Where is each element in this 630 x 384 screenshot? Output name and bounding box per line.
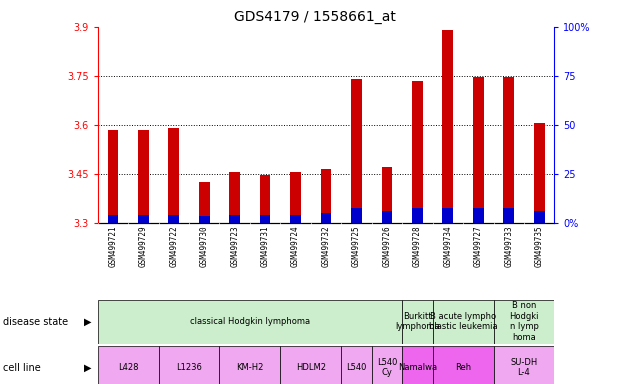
Bar	[98, 346, 159, 384]
Bar	[321, 169, 331, 223]
Text: L1236: L1236	[176, 363, 202, 372]
Bar	[433, 300, 493, 344]
Bar	[229, 172, 240, 223]
Bar	[138, 215, 149, 223]
Bar	[503, 78, 514, 223]
Text: disease state: disease state	[3, 316, 68, 327]
Bar	[412, 208, 423, 223]
Text: GSM499725: GSM499725	[352, 225, 361, 266]
Bar	[159, 346, 219, 384]
Bar	[168, 215, 179, 223]
Text: GSM499734: GSM499734	[444, 225, 452, 266]
Text: KM-H2: KM-H2	[236, 363, 263, 372]
Bar	[402, 300, 433, 344]
Bar	[493, 346, 554, 384]
Text: Burkitt
lymphoma: Burkitt lymphoma	[395, 312, 440, 331]
Bar	[168, 128, 179, 223]
Bar	[402, 346, 433, 384]
Text: GSM499724: GSM499724	[291, 225, 300, 266]
Text: HDLM2: HDLM2	[296, 363, 326, 372]
Bar	[473, 208, 484, 223]
Bar	[260, 175, 270, 223]
Text: GSM499735: GSM499735	[535, 225, 544, 266]
Bar	[321, 213, 331, 223]
Bar	[138, 130, 149, 223]
Bar	[98, 300, 402, 344]
Bar	[473, 78, 484, 223]
Text: GSM499721: GSM499721	[108, 225, 117, 266]
Bar	[199, 216, 210, 223]
Text: GSM499728: GSM499728	[413, 225, 422, 266]
Text: L540
Cy: L540 Cy	[377, 358, 397, 377]
Text: GSM499730: GSM499730	[200, 225, 209, 266]
Bar	[290, 215, 301, 223]
Bar	[351, 79, 362, 223]
Bar	[219, 346, 280, 384]
Text: ▶: ▶	[84, 362, 91, 373]
Text: Namalwa: Namalwa	[398, 363, 437, 372]
Text: GSM499726: GSM499726	[382, 225, 391, 266]
Bar	[108, 130, 118, 223]
Bar	[382, 167, 392, 223]
Bar	[229, 215, 240, 223]
Text: B non
Hodgki
n lymp
homa: B non Hodgki n lymp homa	[509, 301, 539, 342]
Text: GSM499732: GSM499732	[321, 225, 331, 266]
Text: cell line: cell line	[3, 362, 41, 373]
Bar	[534, 123, 544, 223]
Bar	[503, 208, 514, 223]
Bar	[290, 172, 301, 223]
Text: ▶: ▶	[84, 316, 91, 327]
Text: L428: L428	[118, 363, 139, 372]
Bar	[108, 215, 118, 223]
Bar	[280, 346, 341, 384]
Text: GSM499729: GSM499729	[139, 225, 148, 266]
Bar	[199, 182, 210, 223]
Bar	[442, 30, 453, 223]
Text: classical Hodgkin lymphoma: classical Hodgkin lymphoma	[190, 317, 310, 326]
Bar	[372, 346, 402, 384]
Text: GSM499731: GSM499731	[261, 225, 270, 266]
Bar	[433, 346, 493, 384]
Text: GSM499723: GSM499723	[230, 225, 239, 266]
Bar	[412, 81, 423, 223]
Text: GDS4179 / 1558661_at: GDS4179 / 1558661_at	[234, 10, 396, 23]
Text: GSM499733: GSM499733	[504, 225, 513, 266]
Bar	[341, 346, 372, 384]
Text: GSM499722: GSM499722	[169, 225, 178, 266]
Text: Reh: Reh	[455, 363, 471, 372]
Bar	[260, 215, 270, 223]
Bar	[442, 208, 453, 223]
Bar	[534, 211, 544, 223]
Text: SU-DH
L-4: SU-DH L-4	[510, 358, 537, 377]
Text: B acute lympho
blastic leukemia: B acute lympho blastic leukemia	[429, 312, 497, 331]
Text: L540: L540	[346, 363, 367, 372]
Bar	[351, 208, 362, 223]
Bar	[493, 300, 554, 344]
Text: GSM499727: GSM499727	[474, 225, 483, 266]
Bar	[382, 211, 392, 223]
